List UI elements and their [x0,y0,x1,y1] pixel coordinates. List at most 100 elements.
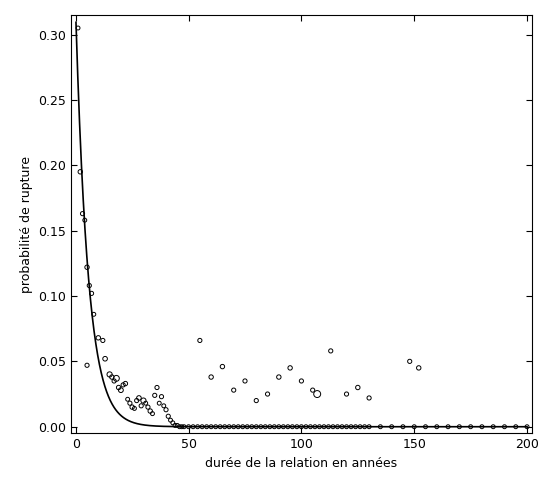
Point [261,423,270,431]
Point [315,423,324,431]
Point [99,337,107,345]
Y-axis label: probabilité de rupture: probabilité de rupture [20,155,33,293]
Point [313,390,322,398]
Point [351,423,360,431]
Point [119,381,128,389]
Point [101,355,110,363]
Point [333,423,342,431]
Point [193,423,202,431]
Point [256,423,265,431]
Point [128,403,136,411]
Point [356,423,364,431]
Point [306,423,315,431]
Point [500,423,509,431]
Point [73,24,82,32]
Point [121,379,130,387]
Point [297,423,306,431]
Point [170,421,179,429]
Point [159,402,168,410]
Point [410,423,419,431]
Point [466,423,475,431]
Point [229,386,238,394]
Point [212,423,220,431]
Point [173,421,182,429]
Point [234,423,243,431]
Point [117,386,125,394]
Point [432,423,441,431]
Point [489,423,498,431]
Point [135,394,144,402]
Point [319,423,328,431]
Point [105,371,114,378]
Point [218,363,227,371]
Point [360,423,369,431]
Point [94,334,102,342]
Point [144,403,152,411]
Point [123,395,132,403]
X-axis label: durée de la relation en années: durée de la relation en années [206,457,397,470]
Point [265,423,274,431]
Point [150,391,159,399]
Point [184,423,193,431]
Point [247,423,256,431]
Point [311,423,319,431]
Point [252,423,261,431]
Point [207,373,215,381]
Point [347,423,356,431]
Point [270,423,279,431]
Point [175,423,184,431]
Point [297,377,306,385]
Point [293,423,301,431]
Point [406,358,414,366]
Point [164,412,173,420]
Point [455,423,464,431]
Point [243,423,252,431]
Point [107,373,116,381]
Point [146,407,155,415]
Point [220,423,229,431]
Point [196,337,204,345]
Point [398,423,407,431]
Point [180,423,189,431]
Point [353,383,362,391]
Point [252,396,261,404]
Point [78,210,87,218]
Point [157,392,166,400]
Point [286,364,294,372]
Point [132,396,141,404]
Point [365,423,374,431]
Point [225,423,233,431]
Point [444,423,453,431]
Point [168,419,177,427]
Point [207,423,215,431]
Point [241,377,249,385]
Point [327,347,335,355]
Point [114,383,123,391]
Point [279,423,288,431]
Point [83,263,92,271]
Point [338,423,346,431]
Point [189,423,197,431]
Point [152,383,161,391]
Point [202,423,211,431]
Point [342,423,351,431]
Point [238,423,247,431]
Point [137,402,146,410]
Point [421,423,430,431]
Point [511,423,520,431]
Point [283,423,292,431]
Point [76,168,84,176]
Point [229,423,238,431]
Point [523,423,532,431]
Point [178,423,186,431]
Point [324,423,333,431]
Point [89,310,98,318]
Point [141,399,150,407]
Point [275,373,283,381]
Point [155,399,164,407]
Point [216,423,225,431]
Point [301,423,310,431]
Point [342,390,351,398]
Point [477,423,486,431]
Point [112,374,121,382]
